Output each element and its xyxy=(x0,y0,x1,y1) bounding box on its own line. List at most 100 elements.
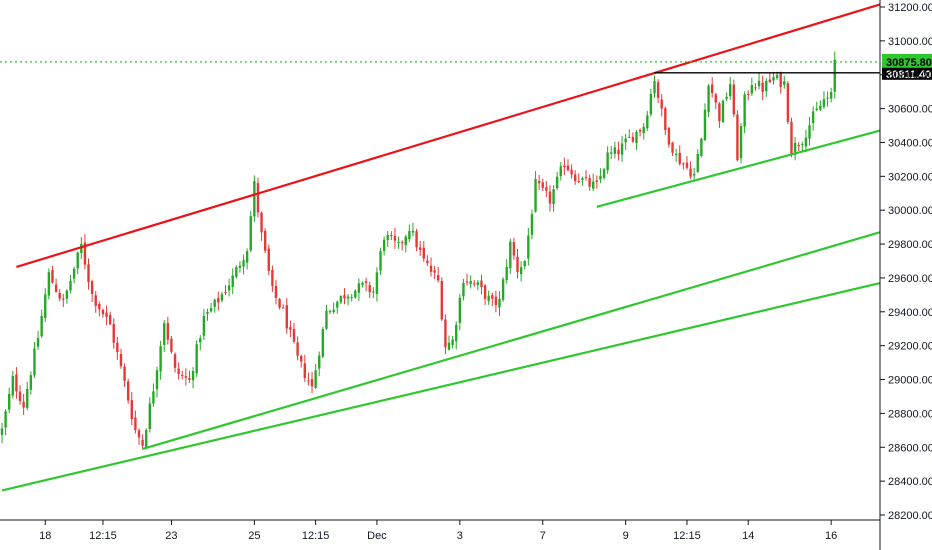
candle-body xyxy=(642,126,645,134)
candle xyxy=(137,428,141,445)
candle-body xyxy=(754,87,757,89)
candle-body xyxy=(65,290,69,299)
candle-body xyxy=(418,247,422,250)
candle xyxy=(739,123,743,164)
candle xyxy=(829,87,833,103)
candle xyxy=(613,141,617,159)
candle-body xyxy=(40,315,43,337)
candle xyxy=(62,293,65,308)
candle xyxy=(757,73,761,90)
candle xyxy=(462,278,465,301)
candle-body xyxy=(721,100,725,123)
candle xyxy=(530,209,534,240)
candle xyxy=(512,237,516,260)
candle-body xyxy=(191,370,195,381)
candle xyxy=(642,122,645,140)
candle xyxy=(509,238,512,274)
candle xyxy=(83,234,87,270)
candle-body xyxy=(69,280,72,291)
support-trendline xyxy=(596,129,881,208)
candle xyxy=(328,309,332,315)
candle xyxy=(134,410,137,434)
candle-body xyxy=(819,105,822,110)
candle xyxy=(653,75,656,99)
candle xyxy=(444,314,447,355)
candle xyxy=(682,162,685,170)
candle-body xyxy=(729,84,732,97)
candle xyxy=(249,210,252,253)
candle xyxy=(819,100,822,112)
candle xyxy=(184,368,188,386)
candle-body xyxy=(480,280,483,288)
candle-body xyxy=(62,298,65,300)
candle xyxy=(501,277,505,302)
candle-body xyxy=(646,115,649,129)
candle xyxy=(732,79,736,118)
candle xyxy=(811,106,815,131)
candle xyxy=(660,94,663,117)
candle-body xyxy=(181,374,184,376)
candle-body xyxy=(119,353,123,367)
candle-body xyxy=(123,366,126,381)
candle-body xyxy=(689,168,692,177)
candle-body xyxy=(231,275,234,288)
candle xyxy=(325,304,328,331)
candle-body xyxy=(447,342,451,350)
candle xyxy=(638,128,642,137)
candle xyxy=(155,366,159,398)
candle-body xyxy=(296,342,299,356)
candle-body xyxy=(346,296,350,299)
candle-body xyxy=(451,339,454,346)
candle xyxy=(11,370,15,399)
candle xyxy=(400,240,404,251)
candle-body xyxy=(328,311,332,313)
candle xyxy=(145,428,148,450)
candle-body xyxy=(292,329,296,342)
candle-body xyxy=(444,319,447,348)
candle xyxy=(217,291,220,311)
candle-body xyxy=(33,348,36,376)
candle-body xyxy=(285,305,288,329)
candle xyxy=(296,336,299,361)
candle xyxy=(429,257,433,277)
candle-body xyxy=(379,251,382,271)
candle xyxy=(548,185,552,212)
candle-body xyxy=(498,298,501,308)
candle xyxy=(555,171,559,191)
candle-body xyxy=(213,299,216,307)
candle-body xyxy=(271,269,274,286)
candle-body xyxy=(170,338,173,352)
y-tick-label: 29200.00 xyxy=(888,341,932,353)
candle-body xyxy=(227,285,231,291)
candle-body xyxy=(739,126,743,159)
x-tick-label: 16 xyxy=(825,530,837,542)
candle xyxy=(476,280,480,291)
y-tick-label: 28400.00 xyxy=(888,476,932,488)
candle-body xyxy=(516,256,519,273)
candle xyxy=(58,288,61,302)
candle-body xyxy=(473,283,476,285)
candle xyxy=(267,244,270,276)
candle-body xyxy=(364,281,368,284)
candle-body xyxy=(400,242,404,244)
candle-body xyxy=(577,181,580,183)
candle-body xyxy=(793,142,797,155)
candle xyxy=(617,141,620,161)
candle xyxy=(602,167,606,180)
candle-body xyxy=(811,111,815,124)
candle-body xyxy=(494,296,498,306)
candle xyxy=(581,176,584,186)
x-tick-label: 3 xyxy=(457,530,463,542)
candle-body xyxy=(321,329,325,357)
candle-body xyxy=(797,145,800,147)
candle-body xyxy=(281,307,285,309)
candle-body xyxy=(559,166,562,176)
candle xyxy=(635,130,638,150)
candle-body xyxy=(476,282,480,286)
candle xyxy=(26,381,29,411)
candle xyxy=(263,228,267,254)
x-tick-label: 12:15 xyxy=(89,530,117,542)
candle xyxy=(519,261,523,282)
candle-body xyxy=(361,282,364,285)
candle xyxy=(714,92,717,109)
